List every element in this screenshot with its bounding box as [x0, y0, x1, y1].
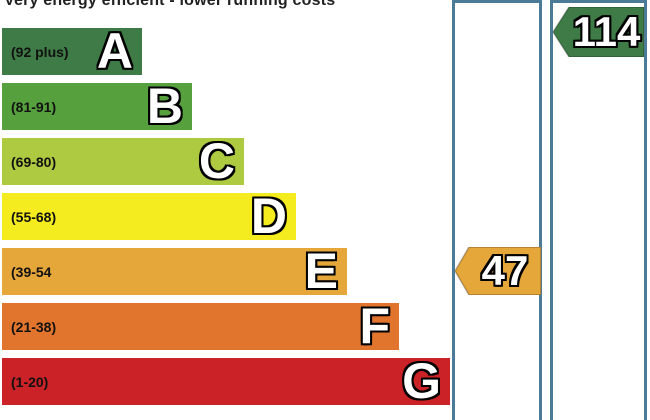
epc-band-row: (21-38) F: [2, 298, 399, 354]
band-range-label: (92 plus): [11, 43, 69, 60]
potential-rating-arrow: 114: [553, 7, 644, 57]
band-range-label: (39-54: [11, 263, 52, 280]
epc-band-row: (92 plus) A: [2, 23, 142, 79]
band-range-label: (69-80): [11, 153, 57, 170]
band-letter: C: [198, 133, 235, 189]
band-range-label: (81-91): [11, 98, 57, 115]
band-letter: G: [402, 353, 441, 409]
current-rating-column: [452, 0, 542, 420]
epc-band-row: (1-20) G: [2, 353, 450, 409]
band-letter: B: [146, 78, 183, 134]
band-letter: E: [304, 243, 338, 299]
band-range-label: (55-68): [11, 208, 57, 225]
epc-band-row: (55-68) D: [2, 188, 296, 244]
epc-band-row: (39-54 E: [2, 243, 347, 299]
current-rating-arrow: 47: [455, 247, 541, 295]
epc-band-row: (81-91) B: [2, 78, 192, 134]
left-pointing-arrow-shape: [455, 247, 541, 295]
potential-rating-value: 114: [572, 8, 641, 55]
epc-band-row: (69-80) C: [2, 133, 244, 189]
band-range-label: (21-38): [11, 318, 57, 335]
left-pointing-arrow-shape: [553, 7, 644, 57]
band-letter: F: [359, 298, 390, 354]
band-letter: D: [250, 188, 287, 244]
current-rating-value: 47: [481, 247, 529, 294]
band-letter: A: [96, 23, 133, 79]
potential-rating-column: [550, 0, 647, 420]
chart-title: Very energy efficient - lower running co…: [4, 0, 336, 9]
band-range-label: (1-20): [11, 373, 49, 390]
